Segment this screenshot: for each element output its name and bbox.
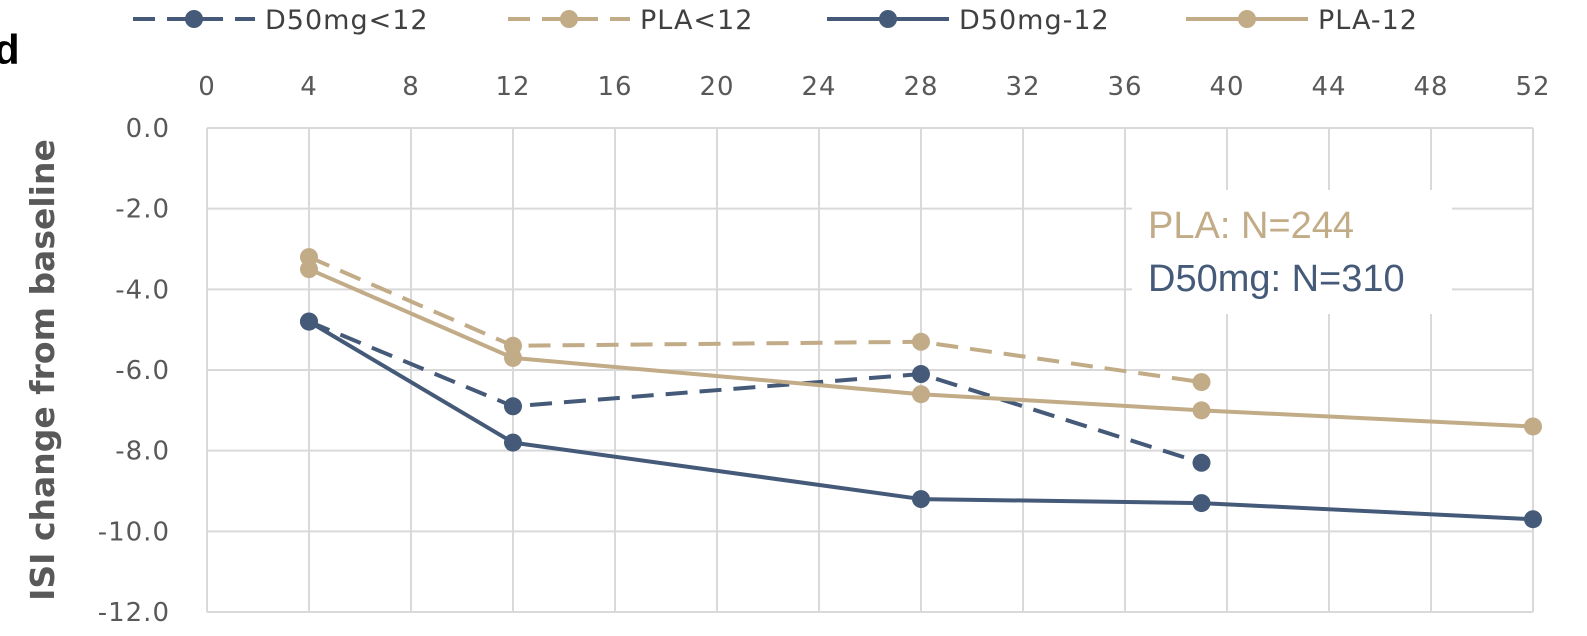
series-d50mg-12	[300, 312, 1542, 529]
data-point	[300, 312, 318, 331]
x-tick-label: 24	[801, 72, 836, 102]
y-axis-ticks: 0.0 -2.0 -4.0 -6.0 -8.0 -10.0 -12.0	[98, 114, 170, 628]
series-group	[300, 248, 1542, 529]
x-tick-label: 12	[495, 72, 530, 102]
data-point	[504, 397, 522, 416]
data-point	[912, 365, 930, 384]
data-point	[1192, 494, 1211, 513]
legend-marker	[185, 10, 203, 28]
data-point	[1192, 401, 1211, 420]
y-tick-label: -6.0	[115, 356, 170, 386]
data-point	[504, 348, 522, 367]
legend-label: PLA<12	[640, 5, 753, 36]
data-point	[912, 490, 930, 509]
y-axis-label: ISI change from baseline	[23, 139, 62, 601]
panel-letter: d	[0, 26, 20, 73]
series-line	[308, 319, 1203, 465]
series-pla-12	[300, 260, 1542, 436]
annotation-box: PLA: N=244 D50mg: N=310	[1132, 190, 1452, 314]
legend-item: D50mg-12	[827, 5, 1110, 36]
x-tick-label: 44	[1311, 72, 1346, 102]
series-d50mg-12	[300, 312, 1211, 472]
legend: D50mg<12 PLA<12 D50mg-12 PLA-12	[133, 5, 1418, 36]
y-tick-label: 0.0	[126, 114, 170, 144]
x-tick-label: 8	[402, 72, 420, 102]
data-point	[1524, 417, 1542, 436]
y-tick-label: -8.0	[115, 437, 170, 467]
legend-marker	[560, 10, 578, 28]
x-tick-label: 4	[300, 72, 318, 102]
x-tick-label: 16	[597, 72, 632, 102]
x-tick-label: 48	[1413, 72, 1448, 102]
x-tick-label: 28	[903, 72, 938, 102]
data-point	[1192, 453, 1211, 472]
legend-item: PLA-12	[1186, 5, 1418, 36]
data-point	[1192, 373, 1211, 392]
annotation-d50: D50mg: N=310	[1148, 258, 1405, 300]
y-tick-label: -12.0	[98, 598, 170, 628]
data-point	[912, 332, 930, 351]
x-tick-label: 36	[1107, 72, 1142, 102]
legend-label: D50mg<12	[265, 5, 429, 36]
legend-marker	[1238, 10, 1256, 28]
x-tick-label: 40	[1209, 72, 1244, 102]
legend-item: D50mg<12	[133, 5, 429, 36]
legend-item: PLA<12	[508, 5, 753, 36]
legend-label: D50mg-12	[959, 5, 1110, 36]
data-point	[912, 385, 930, 404]
x-tick-label: 52	[1515, 72, 1550, 102]
y-tick-label: -4.0	[115, 275, 170, 305]
y-tick-label: -2.0	[115, 195, 170, 225]
data-point	[300, 260, 318, 279]
data-point	[504, 433, 522, 452]
legend-label: PLA-12	[1318, 5, 1418, 36]
data-point	[1524, 510, 1542, 529]
y-tick-label: -10.0	[98, 517, 170, 547]
series-line	[308, 255, 1202, 385]
x-axis-ticks: 0 4 8 12 16 20 24 28 32 36 40 44 48 52	[198, 72, 1550, 102]
legend-marker	[879, 10, 897, 28]
x-tick-label: 0	[198, 72, 216, 102]
x-tick-label: 20	[699, 72, 734, 102]
x-tick-label: 32	[1005, 72, 1040, 102]
annotation-pla: PLA: N=244	[1148, 205, 1354, 247]
